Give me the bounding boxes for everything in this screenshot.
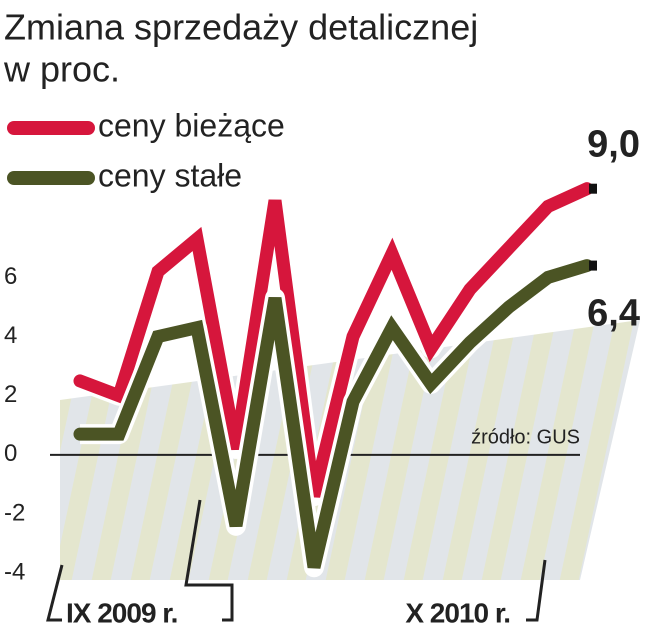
y-tick-label: 0 bbox=[4, 440, 17, 467]
x-bracket bbox=[184, 499, 234, 622]
legend-label: ceny bieżące bbox=[98, 107, 285, 143]
chart-subtitle: w proc. bbox=[3, 49, 120, 90]
value-label: 6,4 bbox=[587, 293, 640, 335]
end-marker bbox=[589, 183, 597, 194]
x-bracket bbox=[46, 564, 64, 622]
series-line bbox=[73, 259, 594, 569]
end-marker bbox=[589, 260, 597, 271]
x-bracket bbox=[526, 559, 547, 622]
value-label: 9,0 bbox=[587, 124, 640, 166]
x-tick-label: IX 2009 r. bbox=[66, 597, 177, 628]
y-tick-label: -2 bbox=[4, 499, 25, 526]
y-tick-label: 6 bbox=[4, 263, 17, 290]
chart-title: Zmiana sprzedaży detalicznej bbox=[4, 7, 478, 48]
y-tick-label: -4 bbox=[4, 558, 25, 585]
y-tick-label: 4 bbox=[4, 322, 17, 349]
legend-label: ceny stałe bbox=[98, 157, 242, 193]
source: źródło: GUS bbox=[471, 426, 580, 448]
series-line bbox=[73, 182, 594, 498]
x-tick-label: X 2010 r. bbox=[405, 597, 510, 628]
y-tick-label: 2 bbox=[4, 381, 17, 408]
